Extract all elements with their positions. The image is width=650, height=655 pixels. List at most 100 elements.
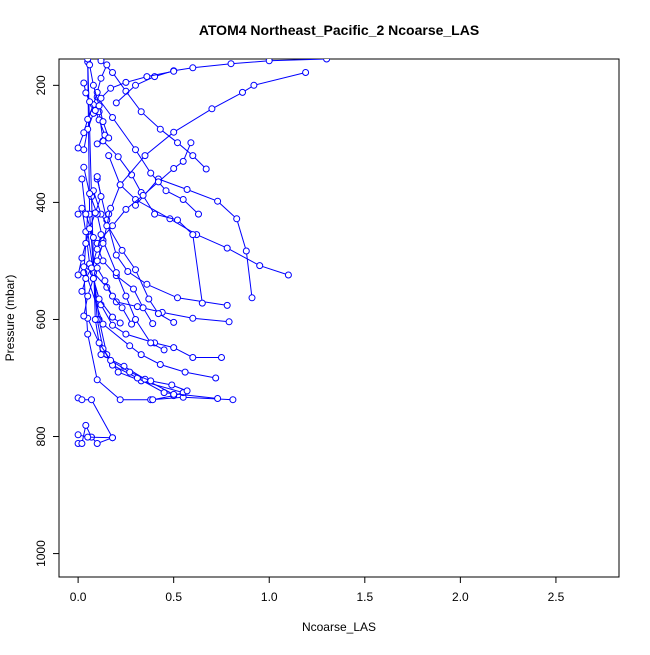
data-point	[218, 354, 225, 361]
data-point	[147, 377, 155, 385]
series-line-10	[87, 231, 230, 323]
data-point	[74, 144, 82, 152]
data-point	[183, 387, 191, 395]
data-point	[82, 275, 90, 282]
data-point	[97, 351, 105, 359]
data-point	[86, 225, 94, 233]
data-point	[239, 88, 246, 96]
data-point	[147, 169, 155, 177]
data-point	[132, 266, 139, 274]
data-point	[99, 239, 107, 247]
data-point	[99, 257, 107, 265]
data-point	[128, 320, 136, 328]
data-point	[170, 390, 178, 398]
data-point	[93, 245, 101, 253]
data-point	[93, 140, 101, 148]
data-point	[103, 61, 111, 69]
data-point	[154, 310, 162, 318]
data-point	[114, 153, 122, 161]
data-point	[116, 181, 124, 189]
plot-frame	[58, 58, 620, 578]
data-point	[93, 173, 101, 181]
data-point	[95, 295, 103, 303]
data-point	[202, 165, 210, 173]
data-point	[174, 139, 181, 147]
data-point	[151, 210, 159, 218]
data-point	[103, 222, 111, 230]
data-point	[156, 361, 164, 368]
data-point	[89, 275, 97, 282]
data-point	[189, 231, 197, 239]
data-point	[195, 210, 202, 218]
data-point	[84, 115, 92, 123]
data-point	[208, 105, 216, 113]
data-point	[139, 191, 147, 199]
data-point	[116, 396, 124, 404]
data-point	[86, 98, 94, 106]
data-point	[80, 312, 88, 320]
data-point	[170, 318, 178, 326]
data-point	[174, 294, 181, 302]
data-point	[91, 209, 99, 217]
data-point	[112, 298, 120, 306]
data-point	[74, 431, 82, 439]
series-line-15	[81, 178, 154, 324]
data-point	[189, 64, 197, 72]
data-point	[89, 81, 97, 89]
data-point	[143, 280, 151, 288]
data-point	[179, 157, 187, 165]
data-point	[109, 222, 116, 230]
data-point	[82, 89, 90, 97]
data-point	[78, 396, 86, 404]
data-point	[97, 193, 105, 200]
data-point	[80, 163, 88, 171]
data-point	[93, 376, 101, 384]
data-point	[156, 125, 164, 133]
data-point	[132, 81, 139, 89]
data-point	[99, 118, 107, 126]
x-tick-label: 0.5	[165, 590, 182, 604]
data-point	[133, 303, 141, 311]
data-point	[122, 330, 130, 338]
data-point	[86, 61, 94, 69]
data-point	[97, 74, 105, 82]
series-line-2	[77, 397, 114, 439]
y-tick-label: 200	[34, 75, 48, 95]
x-tick-label: 0.0	[70, 590, 87, 604]
data-point	[109, 292, 116, 300]
data-point	[128, 171, 136, 179]
x-tick-label: 1.0	[261, 590, 278, 604]
data-point	[126, 368, 134, 376]
data-point	[74, 271, 82, 279]
data-point	[78, 254, 86, 262]
data-point	[170, 67, 178, 75]
data-point	[80, 263, 88, 271]
series-line-13	[96, 178, 228, 306]
data-point	[170, 165, 178, 172]
y-axis-label: Pressure (mbar)	[3, 275, 17, 362]
data-point	[109, 69, 116, 76]
data-point	[124, 268, 132, 275]
data-point	[130, 285, 137, 293]
data-point	[149, 320, 157, 328]
data-point	[168, 381, 176, 389]
x-tick-label: 2.5	[548, 590, 565, 604]
data-point	[109, 313, 116, 321]
data-point	[189, 354, 197, 361]
data-point	[118, 246, 126, 254]
data-point	[109, 321, 116, 329]
data-point	[84, 330, 92, 338]
data-point	[107, 204, 115, 212]
data-point	[174, 216, 181, 224]
data-point	[80, 129, 88, 137]
data-point	[97, 59, 105, 65]
data-point	[97, 94, 105, 102]
y-tick-label: 400	[34, 192, 48, 212]
data-point	[242, 247, 250, 255]
data-point	[187, 139, 195, 147]
data-point	[145, 295, 153, 303]
data-point	[78, 440, 86, 447]
data-point	[132, 316, 139, 323]
data-point	[93, 440, 101, 447]
